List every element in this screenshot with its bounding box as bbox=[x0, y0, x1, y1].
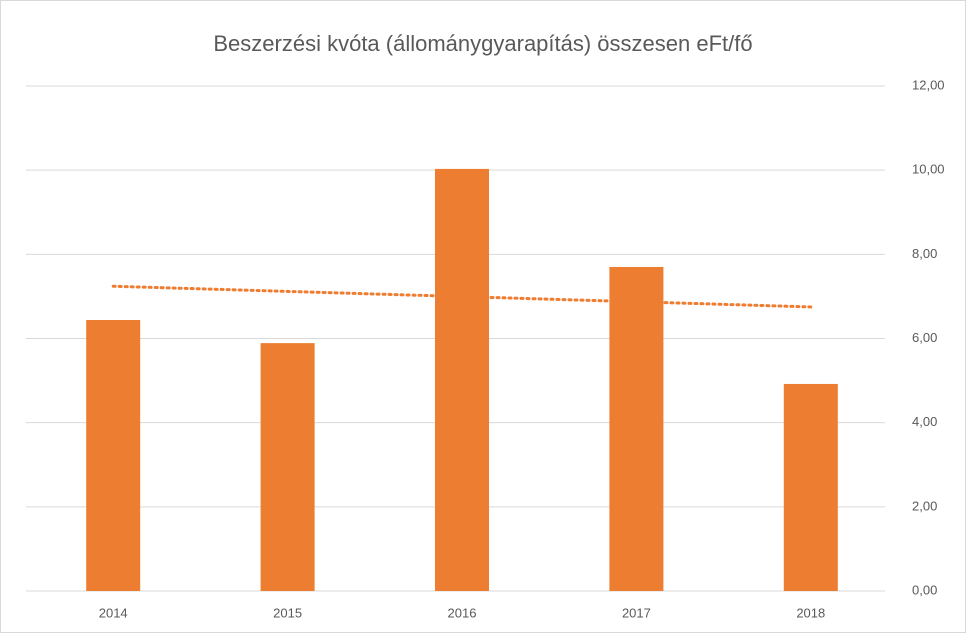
x-tick-label: 2018 bbox=[796, 605, 825, 620]
y-tick-label: 12,00 bbox=[912, 77, 945, 92]
bar bbox=[260, 343, 315, 591]
y-tick-label: 2,00 bbox=[912, 498, 937, 513]
y-tick-label: 8,00 bbox=[912, 246, 937, 261]
bar bbox=[435, 168, 489, 591]
y-tick-label: 6,00 bbox=[912, 330, 937, 345]
bar bbox=[86, 319, 141, 591]
x-tick-label: 2015 bbox=[273, 605, 302, 620]
trendline bbox=[111, 284, 813, 309]
bar bbox=[783, 383, 838, 591]
chart-title: Beszerzési kvóta (állománygyarapítás) ös… bbox=[213, 31, 752, 56]
y-tick-label: 4,00 bbox=[912, 414, 937, 429]
x-tick-label: 2017 bbox=[622, 605, 651, 620]
y-tick-label: 10,00 bbox=[912, 162, 945, 177]
y-tick-label: 0,00 bbox=[912, 582, 937, 597]
x-tick-label: 2014 bbox=[99, 605, 128, 620]
bar bbox=[609, 266, 664, 591]
x-tick-label: 2016 bbox=[448, 605, 477, 620]
